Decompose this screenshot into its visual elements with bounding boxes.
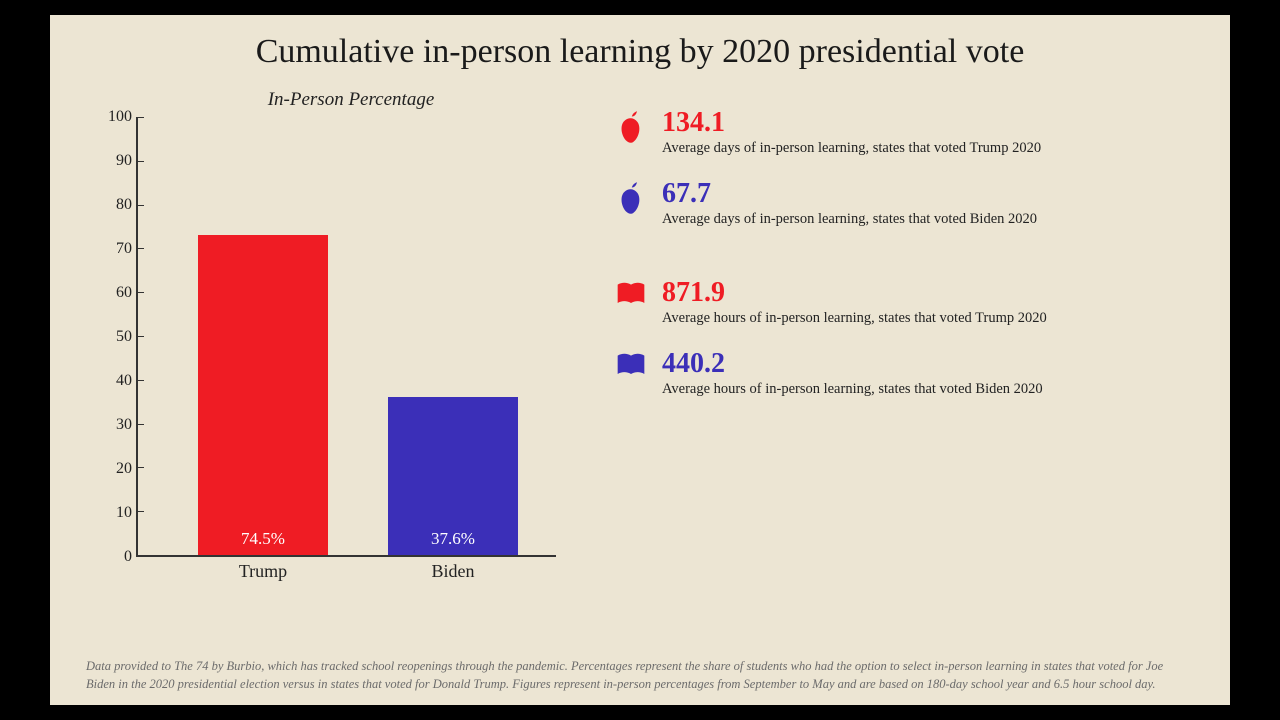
stat-value: 134.1 (662, 109, 1184, 137)
y-tick-mark (138, 292, 144, 293)
stat-block: 440.2 Average hours of in-person learning… (616, 350, 1184, 399)
stat-text: 871.9 Average hours of in-person learning… (662, 279, 1184, 328)
stat-value: 440.2 (662, 350, 1184, 378)
chart-subtitle: In-Person Percentage (126, 89, 576, 111)
y-tick-label: 0 (92, 548, 132, 566)
book-icon (616, 352, 648, 388)
book-icon (616, 281, 648, 317)
y-tick-label: 80 (92, 196, 132, 214)
footnote-text: Data provided to The 74 by Burbio, which… (86, 658, 1194, 693)
chart-title: Cumulative in-person learning by 2020 pr… (86, 33, 1194, 71)
stat-block: 871.9 Average hours of in-person learning… (616, 279, 1184, 328)
x-axis-label: Trump (198, 561, 328, 582)
bar-trump: 74.5% (198, 235, 328, 555)
y-tick-mark (138, 117, 144, 118)
bar-chart: In-Person Percentage 74.5%Trump37.6%Bide… (86, 79, 576, 609)
y-tick-mark (138, 424, 144, 425)
y-tick-label: 50 (92, 328, 132, 346)
stat-text: 134.1 Average days of in-person learning,… (662, 109, 1184, 158)
bar-value-label: 37.6% (388, 529, 518, 549)
y-tick-mark (138, 380, 144, 381)
y-tick-label: 60 (92, 284, 132, 302)
stat-value: 67.7 (662, 180, 1184, 208)
stat-description: Average hours of in-person learning, sta… (662, 309, 1184, 328)
y-tick-mark (138, 205, 144, 206)
y-tick-mark (138, 555, 144, 556)
stat-block: 134.1 Average days of in-person learning,… (616, 109, 1184, 158)
content-row: In-Person Percentage 74.5%Trump37.6%Bide… (86, 79, 1194, 609)
stat-block: 67.7 Average days of in-person learning, … (616, 180, 1184, 229)
apple-icon (616, 111, 648, 147)
y-tick-label: 100 (92, 108, 132, 126)
apple-icon (616, 182, 648, 218)
y-tick-label: 10 (92, 504, 132, 522)
y-tick-mark (138, 467, 144, 468)
stat-description: Average days of in-person learning, stat… (662, 139, 1184, 158)
chart-body: 74.5%Trump37.6%Biden 0102030405060708090… (136, 117, 576, 557)
y-tick-mark (138, 248, 144, 249)
y-tick-mark (138, 161, 144, 162)
plot-area: 74.5%Trump37.6%Biden (136, 117, 556, 557)
y-tick-label: 90 (92, 152, 132, 170)
stat-description: Average days of in-person learning, stat… (662, 210, 1184, 229)
x-axis-label: Biden (388, 561, 518, 582)
y-tick-mark (138, 511, 144, 512)
y-axis: 0102030405060708090100 (92, 117, 132, 557)
y-tick-label: 70 (92, 240, 132, 258)
stat-text: 440.2 Average hours of in-person learning… (662, 350, 1184, 399)
y-tick-mark (138, 336, 144, 337)
stats-column: 134.1 Average days of in-person learning,… (616, 79, 1194, 609)
stat-description: Average hours of in-person learning, sta… (662, 380, 1184, 399)
infographic-panel: Cumulative in-person learning by 2020 pr… (50, 15, 1230, 705)
bar-biden: 37.6% (388, 397, 518, 555)
y-tick-label: 30 (92, 416, 132, 434)
y-tick-label: 20 (92, 460, 132, 478)
y-tick-label: 40 (92, 372, 132, 390)
stat-value: 871.9 (662, 279, 1184, 307)
bar-value-label: 74.5% (198, 529, 328, 549)
stat-text: 67.7 Average days of in-person learning, … (662, 180, 1184, 229)
